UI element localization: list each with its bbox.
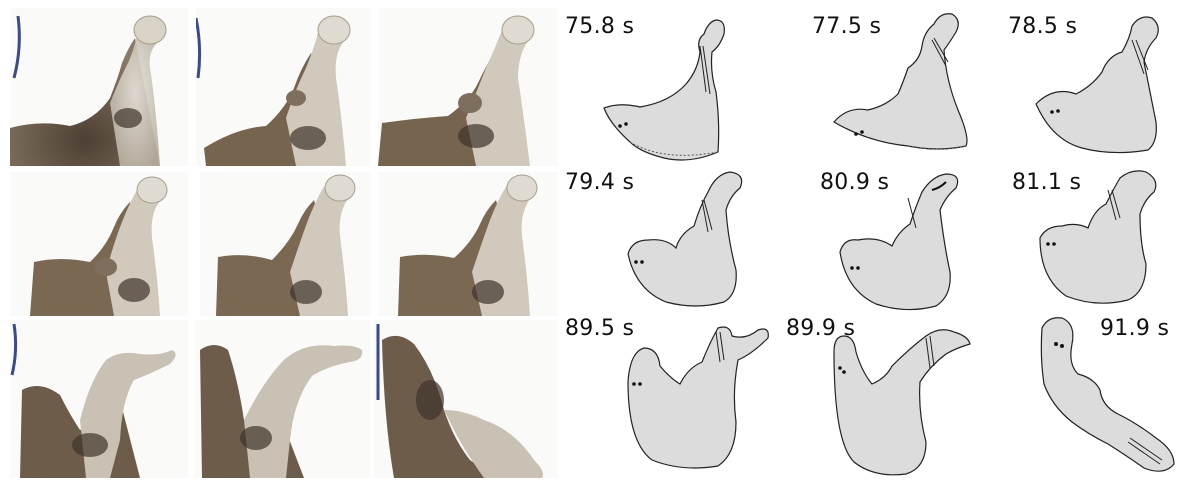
time-label-3: 78.5 s <box>1008 14 1078 39</box>
time-label-4: 79.4 s <box>565 170 635 195</box>
micrograph-grid <box>0 0 560 485</box>
time-label-9: 91.9 s <box>1100 316 1170 341</box>
micrograph-panel-7 <box>10 320 188 478</box>
tracing-panel-2 <box>828 10 978 160</box>
micrograph-panel-1 <box>10 8 188 166</box>
time-label-7: 89.5 s <box>565 316 635 341</box>
time-label-1: 75.8 s <box>565 14 635 39</box>
micrograph-panel-5 <box>200 172 370 316</box>
tracing-panel-7 <box>622 322 772 472</box>
time-label-2: 77.5 s <box>812 14 882 39</box>
micrograph-panel-8 <box>194 320 370 478</box>
micrograph-panel-6 <box>378 172 558 316</box>
time-label-6: 81.1 s <box>1012 170 1082 195</box>
micrograph-panel-9 <box>374 320 558 478</box>
tracing-panel-9 <box>1038 314 1178 476</box>
time-label-5: 80.9 s <box>820 170 890 195</box>
micrograph-panel-2 <box>196 8 370 166</box>
tracing-panel-8 <box>830 322 980 480</box>
micrograph-panel-4 <box>10 172 188 316</box>
tracing-panel-6 <box>1036 168 1176 308</box>
micrograph-panel-3 <box>378 8 558 166</box>
tracing-panel-4 <box>622 170 762 310</box>
tracing-panel-3 <box>1032 12 1182 162</box>
tracing-panel-1 <box>600 12 740 162</box>
tracing-panel-5 <box>836 168 976 316</box>
